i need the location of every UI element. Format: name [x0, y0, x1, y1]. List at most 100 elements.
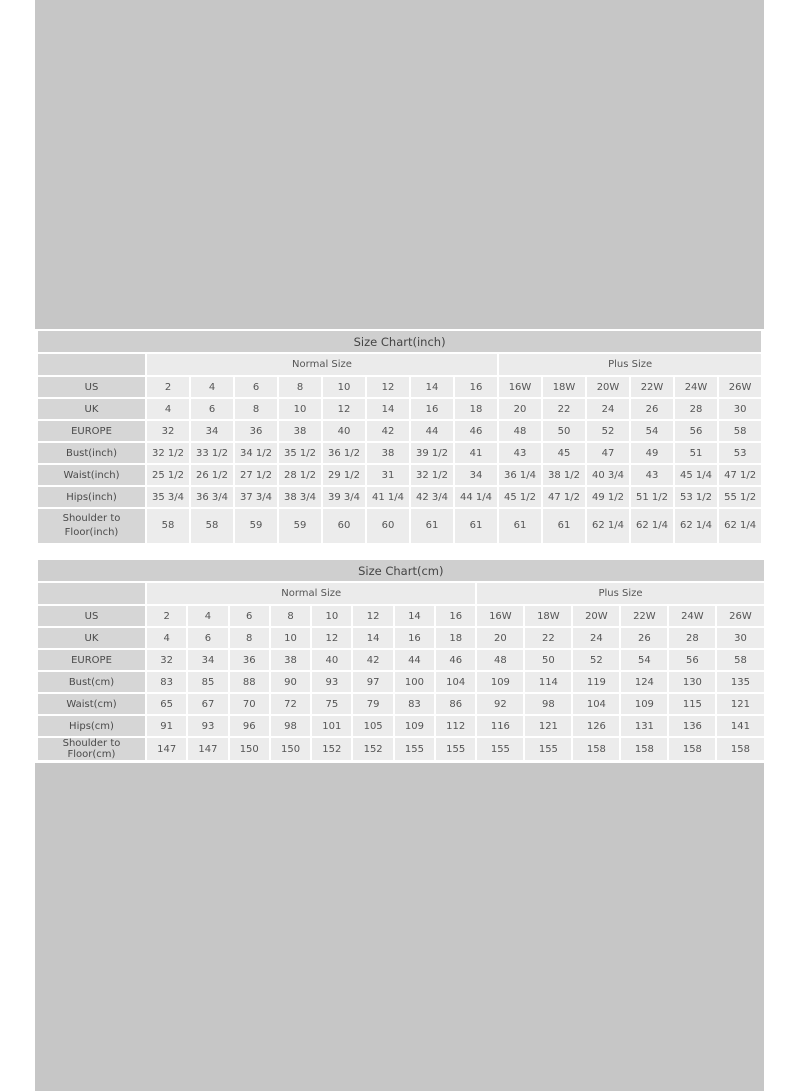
table-cell: 114 [525, 672, 572, 692]
table-cell: 45 1/4 [675, 465, 717, 485]
table-cell: 109 [477, 672, 524, 692]
table-cell: 86 [436, 694, 476, 714]
corner-cell [38, 583, 145, 604]
table-cell: 124 [621, 672, 668, 692]
table-cell: 115 [669, 694, 716, 714]
table-cell: 101 [312, 716, 352, 736]
table-cell: 20 [477, 628, 524, 648]
table-cell: 38 1/2 [543, 465, 585, 485]
table-cell: 6 [191, 399, 233, 419]
table-cell: 56 [669, 650, 716, 670]
table-cell: 62 1/4 [631, 509, 673, 543]
table-cell: 4 [188, 606, 228, 626]
table-cell: 90 [270, 672, 311, 692]
table-cell: 44 [411, 421, 453, 441]
table-cell: 24W [669, 606, 716, 626]
table-cell: 91 [147, 716, 187, 736]
table-cell: 147 [147, 738, 187, 760]
table-cell: 16 [455, 377, 497, 397]
corner-cell [38, 354, 145, 375]
table-cell: 24W [675, 377, 717, 397]
row-label: EUROPE [38, 421, 145, 441]
table-cell: 88 [229, 672, 269, 692]
table-cell: 155 [477, 738, 524, 760]
table-cell: 38 3/4 [279, 487, 321, 507]
table-cell: 104 [573, 694, 620, 714]
row-label: Hips(cm) [38, 716, 145, 736]
table-cell: 32 1/2 [411, 465, 453, 485]
table-cell: 121 [525, 716, 572, 736]
table-cell: 16 [411, 399, 453, 419]
table-cell: 155 [394, 738, 435, 760]
table-cell: 93 [312, 672, 352, 692]
table-cell: 155 [436, 738, 476, 760]
table-cell: 24 [573, 628, 620, 648]
table-cell: 34 [188, 650, 228, 670]
row-label: US [38, 606, 145, 626]
table-cell: 34 [191, 421, 233, 441]
table-cell: 72 [270, 694, 311, 714]
table-cell: 6 [235, 377, 277, 397]
row-label: Bust(cm) [38, 672, 145, 692]
table-row: EUROPE 32 34 36 38 40 42 44 46 48 50 52 54 56 58 [38, 421, 762, 441]
normal-size-header: Normal Size [147, 354, 497, 375]
table-cell: 16 [436, 606, 476, 626]
table-cell: 6 [188, 628, 228, 648]
table-cell: 50 [525, 650, 572, 670]
group-header-row: Normal Size Plus Size [38, 354, 762, 375]
table-cell: 22W [621, 606, 668, 626]
table-cell: 54 [631, 421, 673, 441]
table-cell: 53 [719, 443, 762, 463]
table-cell: 37 3/4 [235, 487, 277, 507]
table-cell: 39 3/4 [323, 487, 365, 507]
table-cell: 12 [367, 377, 409, 397]
table-cell: 42 [367, 421, 409, 441]
table-cell: 60 [323, 509, 365, 543]
table-cell: 22W [631, 377, 673, 397]
table-cell: 61 [455, 509, 497, 543]
table-cell: 18W [525, 606, 572, 626]
table-cell: 39 1/2 [411, 443, 453, 463]
table-cell: 40 3/4 [587, 465, 629, 485]
table-cell: 105 [353, 716, 393, 736]
row-label: Bust(inch) [38, 443, 145, 463]
table-cell: 26W [719, 377, 762, 397]
table-cell: 48 [477, 650, 524, 670]
table-cell: 2 [147, 377, 189, 397]
table-cell: 10 [279, 399, 321, 419]
table-cell: 116 [477, 716, 524, 736]
table-cell: 26 [631, 399, 673, 419]
table-cell: 97 [353, 672, 393, 692]
table-cell: 141 [717, 716, 764, 736]
table-cell: 150 [270, 738, 311, 760]
table-cell: 14 [367, 399, 409, 419]
table-cell: 12 [312, 628, 352, 648]
table-cell: 44 1/4 [455, 487, 497, 507]
table-cell: 158 [717, 738, 764, 760]
table-cell: 47 1/2 [719, 465, 762, 485]
table-cell: 20W [587, 377, 629, 397]
table-cell: 8 [270, 606, 311, 626]
table-cell: 62 1/4 [675, 509, 717, 543]
table-cell: 45 1/2 [499, 487, 541, 507]
table-row: Hips(cm) 91 93 96 98 101 105 109 112 116 121 126 131… [38, 716, 764, 736]
table-cell: 44 [394, 650, 435, 670]
table-cell: 75 [312, 694, 352, 714]
table-cell: 61 [499, 509, 541, 543]
table-cell: 16W [477, 606, 524, 626]
table-cell: 30 [717, 628, 764, 648]
table-row: Waist(cm) 65 67 70 72 75 79 83 86 92 98 104 109 115 12… [38, 694, 764, 714]
row-label: Hips(inch) [38, 487, 145, 507]
row-label: EUROPE [38, 650, 145, 670]
size-chart-inch-table: Size Chart(inch) Normal Size Plus Size US 2 4… [36, 329, 764, 545]
table-cell: 61 [543, 509, 585, 543]
table-cell: 119 [573, 672, 620, 692]
table-row: Bust(cm) 83 85 88 90 93 97 100 104 109 114 119 124 13… [38, 672, 764, 692]
table-cell: 32 [147, 650, 187, 670]
table-cell: 147 [188, 738, 228, 760]
table-cell: 46 [455, 421, 497, 441]
table-cell: 36 1/4 [499, 465, 541, 485]
table-cell: 52 [587, 421, 629, 441]
table-cell: 14 [411, 377, 453, 397]
table-cell: 2 [147, 606, 187, 626]
